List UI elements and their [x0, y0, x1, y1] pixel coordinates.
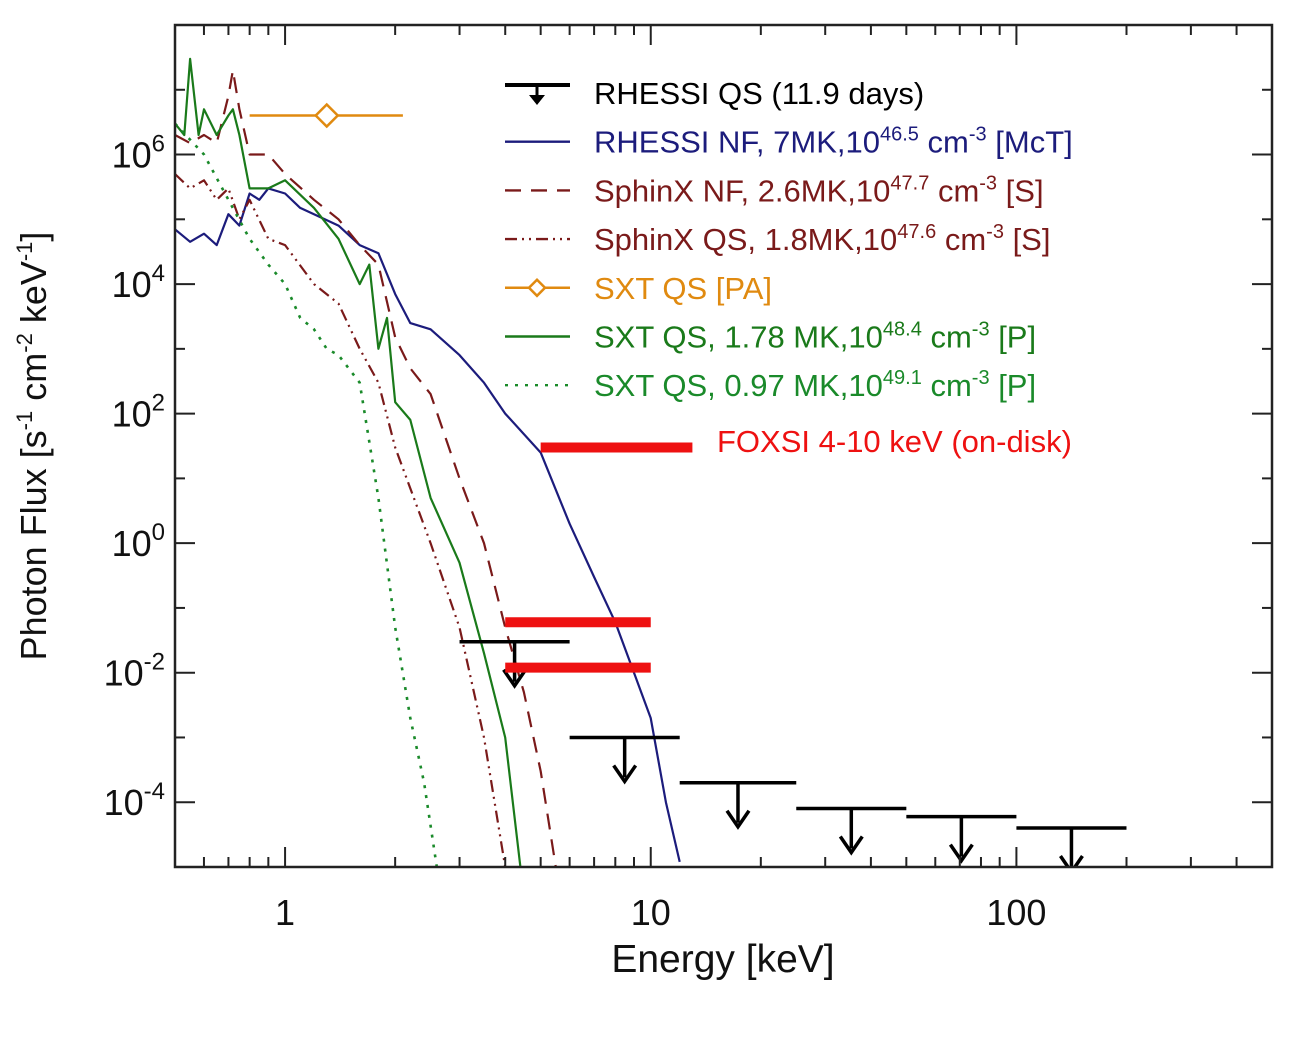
x-axis-label: Energy [keV] [611, 938, 834, 981]
legend-label: SXT QS, 1.78 MK,1048.4 cm-3 [P] [594, 319, 1036, 355]
axis-ticks: 1 10 100 106 104 102 100 10-2 10-4 [104, 24, 1273, 933]
upper-limit-arrow-icon [948, 843, 974, 864]
y-tick-label: 106 [112, 131, 165, 176]
series-line-sxt_qs_097 [175, 122, 439, 867]
legend-entry-sxt_qs_pa: SXT QS [PA] [505, 271, 772, 306]
y-tick-label: 100 [112, 519, 165, 564]
upper-limit-arrow-icon [725, 809, 751, 830]
foxsi-label: FOXSI 4-10 keV (on-disk) [717, 424, 1072, 459]
down-arrow-icon [529, 95, 545, 105]
rhessi-upper-limit-5 [1016, 826, 1127, 867]
rhessi-upper-limit-4 [906, 814, 1017, 864]
rhessi-upper-limit-3 [796, 806, 907, 856]
legend-label: RHESSI QS (11.9 days) [594, 76, 924, 111]
y-tick-label: 104 [112, 260, 165, 305]
x-tick-label: 10 [631, 892, 671, 933]
legend: RHESSI QS (11.9 days) RHESSI NF, 7MK,1046… [505, 76, 1073, 403]
legend-entry-sphinx_qs: SphinX QS, 1.8MK,1047.6 cm-3 [S] [505, 221, 1050, 257]
upper-limit-arrow-icon [612, 764, 638, 785]
legend-label: SphinX NF, 2.6MK,1047.7 cm-3 [S] [594, 172, 1044, 208]
legend-entry-rhessi_qs: RHESSI QS (11.9 days) [505, 76, 924, 111]
legend-entry-sphinx_nf: SphinX NF, 2.6MK,1047.7 cm-3 [S] [505, 172, 1044, 208]
diamond-icon [527, 278, 547, 298]
x-tick-label: 1 [275, 892, 295, 933]
upper-limit-arrow-icon [1059, 855, 1084, 867]
y-tick-label: 102 [112, 390, 165, 435]
legend-label: RHESSI NF, 7MK,1046.5 cm-3 [McT] [594, 124, 1073, 160]
plot-frame [173, 23, 1274, 869]
upper-limit-arrow-icon [838, 835, 864, 856]
legend-label: SphinX QS, 1.8MK,1047.6 cm-3 [S] [594, 221, 1050, 257]
y-tick-label: 10-4 [104, 778, 165, 823]
legend-label: SXT QS, 0.97 MK,1049.1 cm-3 [P] [594, 367, 1036, 403]
series-line-sxt_qs_178 [175, 57, 522, 867]
legend-label: SXT QS [PA] [594, 271, 772, 306]
y-tick-label: 10-2 [104, 649, 165, 694]
x-tick-label: 100 [986, 892, 1046, 933]
rhessi-upper-limit-1 [569, 735, 680, 785]
series-line-sphinx_nf [175, 69, 557, 867]
legend-entry-rhessi_nf: RHESSI NF, 7MK,1046.5 cm-3 [McT] [505, 124, 1073, 160]
y-axis-label: Photon Flux [s-1 cm-2 keV-1] [12, 232, 54, 661]
sxt-pa-point [313, 102, 340, 129]
series-line-sphinx_qs [175, 173, 507, 867]
rhessi-upper-limit-0 [459, 640, 570, 689]
rhessi-upper-limit-2 [679, 780, 797, 830]
series-line-rhessi_nf [175, 187, 681, 863]
plot-marks [175, 57, 1127, 867]
legend-entry-sxt_qs_097: SXT QS, 0.97 MK,1049.1 cm-3 [P] [505, 367, 1036, 403]
upper-limit-arrow-icon [502, 668, 528, 689]
legend-entry-sxt_qs_178: SXT QS, 1.78 MK,1048.4 cm-3 [P] [505, 319, 1036, 355]
